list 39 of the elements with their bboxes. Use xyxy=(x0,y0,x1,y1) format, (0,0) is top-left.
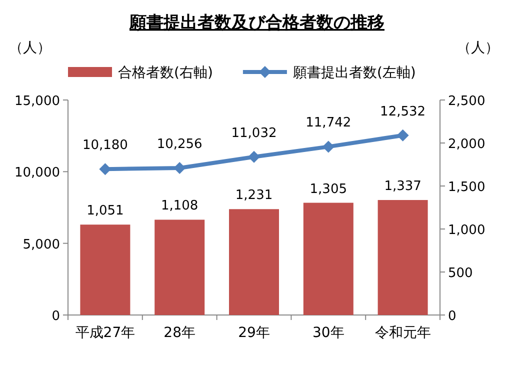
y2-tick-label: 2,500 xyxy=(448,94,486,109)
x-tick-label: 29年 xyxy=(238,325,270,341)
bar xyxy=(229,209,279,315)
legend-label: 願書提出者数(左軸) xyxy=(292,65,416,81)
bar xyxy=(154,220,205,315)
y-axis-title: （人） xyxy=(9,40,51,56)
point xyxy=(174,162,186,174)
data-label: 1,337 xyxy=(384,179,422,194)
y-tick-label: 15,000 xyxy=(14,94,60,109)
y-tick-label: 10,000 xyxy=(14,166,60,181)
y-tick-label: 5,000 xyxy=(22,237,60,252)
data-label: 12,532 xyxy=(380,104,426,120)
data-label: 11,032 xyxy=(231,126,277,141)
data-label: 10,180 xyxy=(82,138,128,154)
data-label: 1,108 xyxy=(160,198,198,214)
y2-tick-label: 2,000 xyxy=(448,137,486,152)
data-label: 1,305 xyxy=(310,182,348,197)
bar xyxy=(303,202,354,315)
data-label: 1,051 xyxy=(86,204,124,219)
data-label: 1,231 xyxy=(235,188,273,204)
y2-tick-label: 0 xyxy=(448,309,456,324)
x-tick-label: 28年 xyxy=(164,325,196,341)
y2-axis-title: （人） xyxy=(457,40,499,56)
bar xyxy=(378,200,428,315)
y2-tick-label: 1,500 xyxy=(448,180,486,195)
chart-title: 願書提出者数及び合格者数の推移 xyxy=(128,13,384,33)
point xyxy=(248,150,260,163)
y2-tick-label: 1,000 xyxy=(448,223,486,238)
data-label: 10,256 xyxy=(156,136,202,152)
data-label: 11,742 xyxy=(306,116,352,131)
point xyxy=(396,129,409,142)
y2-tick-label: 500 xyxy=(448,266,473,281)
x-tick-label: 令和元年 xyxy=(374,325,431,341)
x-tick-label: 30年 xyxy=(312,325,344,341)
point xyxy=(322,140,334,153)
y-tick-label: 0 xyxy=(52,309,60,324)
bar xyxy=(80,224,130,315)
x-tick-label: 平成27年 xyxy=(75,325,136,341)
legend-label: 合格者数(右軸) xyxy=(118,65,213,81)
